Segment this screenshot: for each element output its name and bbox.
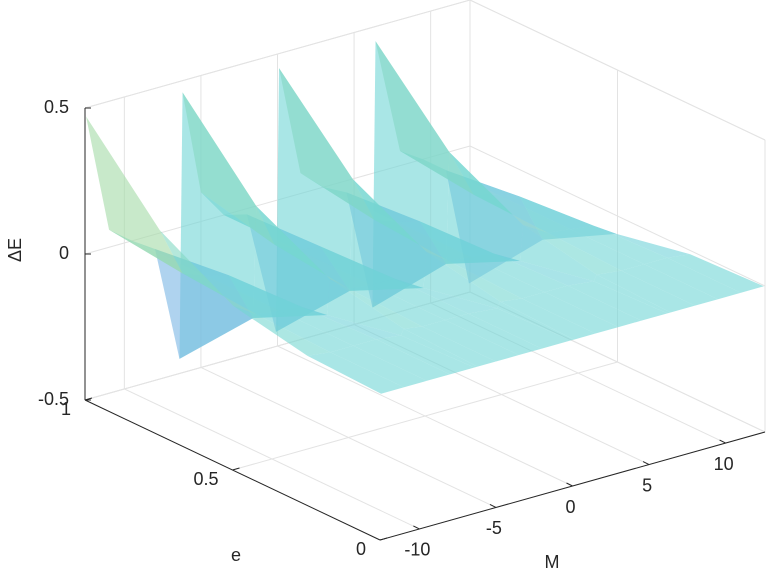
surface-patch (353, 339, 450, 381)
surface-patch (423, 252, 501, 309)
surface-patch (348, 285, 446, 327)
surface-patch (422, 320, 519, 362)
surface-patch (521, 292, 619, 334)
surface-patch (470, 253, 568, 293)
surface-patch (519, 224, 597, 282)
surface-patch (468, 308, 571, 349)
surface-patch (621, 264, 718, 306)
surface-patch (523, 224, 622, 275)
x-tick-label: -10 (404, 540, 430, 560)
surface-patch (447, 257, 545, 299)
surface-patch (349, 179, 427, 291)
x-tick-label: -5 (486, 518, 502, 538)
surface-patch (233, 306, 331, 356)
surface-patch (593, 274, 671, 314)
y-tick-label: 0 (356, 539, 366, 559)
surface-patch (497, 301, 575, 341)
surface-patch (376, 335, 475, 375)
surface-patch (446, 152, 524, 264)
surface-patch (330, 345, 428, 388)
surface-patch (500, 298, 596, 340)
surface-patch (496, 194, 594, 230)
y-tick (232, 467, 240, 471)
surface-patch (279, 307, 377, 346)
surface-patch (256, 310, 354, 353)
x-tick-label: 5 (642, 475, 652, 495)
x-tick (566, 482, 573, 487)
y-tick-label: 1 (61, 399, 71, 419)
surface-patch (547, 229, 645, 271)
surface-patch (397, 221, 494, 258)
z-tick-label: -0.5 (38, 389, 69, 409)
surface-patch (326, 279, 404, 336)
z-tick-label: 0.5 (44, 97, 69, 117)
surface-patch (644, 257, 741, 300)
surface-patch (593, 225, 691, 258)
surface-patch (544, 285, 642, 328)
y-axis-label: e (231, 545, 241, 565)
z-axis-label: ΔE (5, 238, 25, 262)
x-tick-label: 0 (565, 497, 575, 517)
y-tick (379, 537, 388, 541)
y-tick (84, 397, 93, 401)
surface-patch (570, 225, 668, 265)
x-tick (719, 439, 726, 444)
surface-patch (205, 275, 303, 311)
x-tick-label: 10 (714, 454, 734, 474)
surface-patch (596, 270, 696, 313)
surface-patch (86, 116, 183, 274)
x-tick (413, 525, 420, 530)
y-tick-label: 0.5 (193, 469, 218, 489)
surface-patch (302, 307, 401, 340)
surface-patch (371, 278, 469, 321)
surface-patch (493, 253, 594, 286)
surface-patch (667, 254, 764, 293)
surface-patch (567, 281, 668, 321)
surface-patch (445, 313, 542, 356)
surface-patch (330, 279, 423, 329)
surface-patch (297, 246, 395, 286)
grid-line (232, 361, 618, 471)
surface-patch (426, 252, 522, 302)
x-axis-label: M (545, 552, 560, 572)
x-tick (642, 461, 650, 465)
x-tick (489, 504, 497, 508)
z-tick-label: 0 (59, 243, 69, 263)
surface-patch (394, 278, 498, 314)
surface-patch (307, 352, 405, 394)
surface-patch (253, 206, 331, 318)
surface-patch (403, 326, 496, 367)
surface-patch (400, 328, 478, 368)
